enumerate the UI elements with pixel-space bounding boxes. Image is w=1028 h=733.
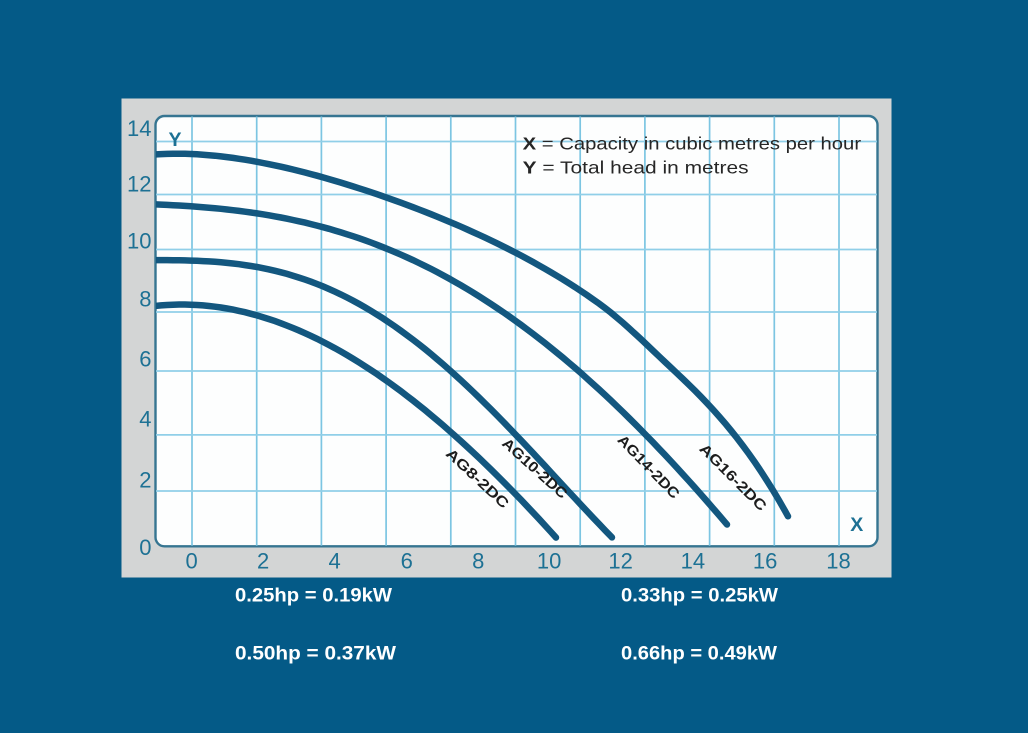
svg-text:18: 18 — [826, 549, 850, 574]
svg-text:2: 2 — [257, 549, 269, 574]
svg-text:8: 8 — [472, 549, 484, 574]
svg-text:10: 10 — [127, 229, 151, 254]
svg-text:6: 6 — [139, 346, 151, 371]
svg-text:0.33hp = 0.25kW: 0.33hp = 0.25kW — [621, 586, 778, 607]
svg-text:0.50hp = 0.37kW: 0.50hp = 0.37kW — [235, 644, 396, 665]
svg-text:10: 10 — [537, 549, 561, 574]
svg-text:8: 8 — [139, 287, 151, 312]
svg-text:14: 14 — [681, 549, 705, 574]
svg-text:0.66hp = 0.49kW: 0.66hp = 0.49kW — [621, 644, 777, 665]
svg-text:6: 6 — [401, 549, 413, 574]
svg-text:14: 14 — [127, 116, 151, 141]
svg-text:X = Capacity in cubic metres p: X = Capacity in cubic metres per hour — [523, 134, 862, 154]
svg-text:Y: Y — [168, 129, 181, 151]
svg-text:Y = Total head in metres: Y = Total head in metres — [523, 158, 749, 178]
svg-text:4: 4 — [328, 549, 340, 574]
svg-text:4: 4 — [139, 407, 151, 432]
svg-text:2: 2 — [139, 468, 151, 493]
svg-text:0: 0 — [185, 549, 197, 574]
svg-text:0.25hp = 0.19kW: 0.25hp = 0.19kW — [235, 586, 392, 607]
svg-text:16: 16 — [753, 549, 777, 574]
svg-text:12: 12 — [608, 549, 632, 574]
svg-text:X: X — [850, 514, 863, 536]
svg-text:0: 0 — [139, 535, 151, 560]
svg-text:12: 12 — [127, 172, 151, 197]
